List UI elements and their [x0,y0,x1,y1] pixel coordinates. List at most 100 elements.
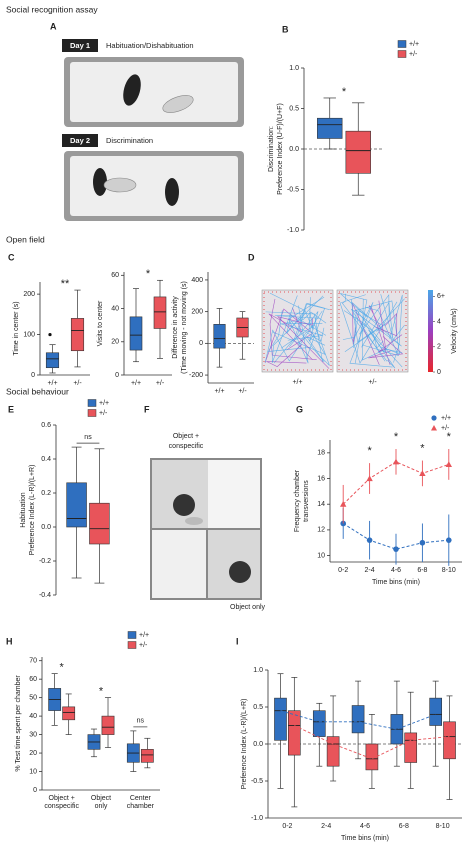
marker [366,475,373,482]
arena-label: Object only [230,604,266,611]
box [345,130,371,174]
y-tick-label: 0.2 [41,490,51,497]
x-tick-label: only [95,803,108,810]
x-tick-label: Object [91,795,111,802]
box [70,318,85,352]
box [89,502,110,545]
colorbar-tick-label: 6+ [437,293,445,300]
y-tick-label: -0.5 [251,778,263,785]
x-tick-label: 2-4 [365,567,375,574]
y-tick-label: 100 [23,331,35,338]
arena-label: +/+ [292,379,302,386]
track-segment [269,292,314,331]
y-tick-label: 40 [111,305,119,312]
y-tick-label: 0.6 [41,422,51,429]
annotation: * [447,431,452,443]
x-tick-label: 2-4 [321,823,331,830]
colorbar-tick-label: 0 [437,369,441,376]
day-label: Day 2 [70,136,90,145]
track-path [339,293,405,369]
y-axis-label: % Test time spent per chamber [15,675,22,772]
x-axis-label: Time bins (min) [372,579,420,586]
y-tick-label: 0.5 [289,105,299,112]
x-tick-label: +/- [238,388,247,395]
legend-marker [431,415,437,421]
y-tick-label: 200 [23,291,35,298]
legend-label: +/- [441,425,450,432]
track-segment [288,296,325,364]
x-tick-label: 4-6 [360,823,370,830]
marker [419,470,426,476]
box [66,482,87,528]
y-tick-label: -1.0 [251,815,263,822]
panel-label: B [282,24,289,34]
annotation: * [60,662,65,674]
panel-label: A [50,21,57,31]
y-axis-label: Time in center (s) [13,301,20,355]
track-segment [361,294,394,348]
annotation: ns [137,718,145,725]
y-tick-label: 1.0 [289,65,299,72]
x-tick-label: 6-8 [399,823,409,830]
box [153,296,167,329]
track-segment [359,294,390,335]
track-segment [288,318,326,363]
box [351,705,365,734]
box [443,721,456,760]
annotation: * [367,445,372,457]
panel-label: F [144,404,150,414]
annotation: * [99,686,104,698]
annotation: ** [61,278,70,290]
section-title: Social recognition assay [6,4,98,14]
x-tick-label: 6-8 [417,567,427,574]
marker [419,539,426,546]
y-axis-label: transversions [303,480,310,522]
photo [150,458,262,600]
y-tick-label: 70 [29,658,37,665]
outlier [48,332,52,337]
box [312,710,326,737]
annotation: * [342,86,347,98]
legend-label: +/+ [441,415,451,422]
box [129,316,143,351]
median-trend [280,710,436,730]
track-segment [361,299,403,361]
legend-label: +/- [139,642,148,649]
marker [445,461,452,467]
track-segment [297,302,326,360]
box [317,117,343,139]
marker [392,458,400,465]
legend-swatch [87,409,97,417]
track-segment [289,311,319,347]
legend-label: +/- [409,51,418,58]
y-axis-label: Habituation [20,492,27,528]
y-tick-label: 0 [33,787,37,794]
track-segment [389,294,403,363]
y-tick-label: 400 [191,277,203,284]
legend-swatch [127,631,137,639]
y-tick-label: -0.4 [39,592,51,599]
panel-label: G [296,404,303,414]
legend-label: +/+ [99,400,109,407]
legend-label: +/- [99,410,108,417]
y-axis-label: Visits to center [97,300,104,346]
series-line [342,523,449,550]
track-segment [353,300,400,355]
track-edge [338,291,407,371]
arena-label: Object + [173,433,199,440]
panel-label: C [8,252,15,262]
day-tag [62,134,98,147]
y-axis-label: Discrimination: [268,126,275,172]
y-tick-label: 30 [29,731,37,738]
annotation: ns [84,434,92,441]
track-segment [267,309,311,352]
y-tick-label: 18 [317,450,325,457]
marker [446,537,452,543]
marker [366,537,373,543]
y-tick-label: -1.0 [287,227,299,234]
track-segment [273,303,330,364]
section-title: Social behaviour [6,386,69,396]
series-line [342,461,449,505]
